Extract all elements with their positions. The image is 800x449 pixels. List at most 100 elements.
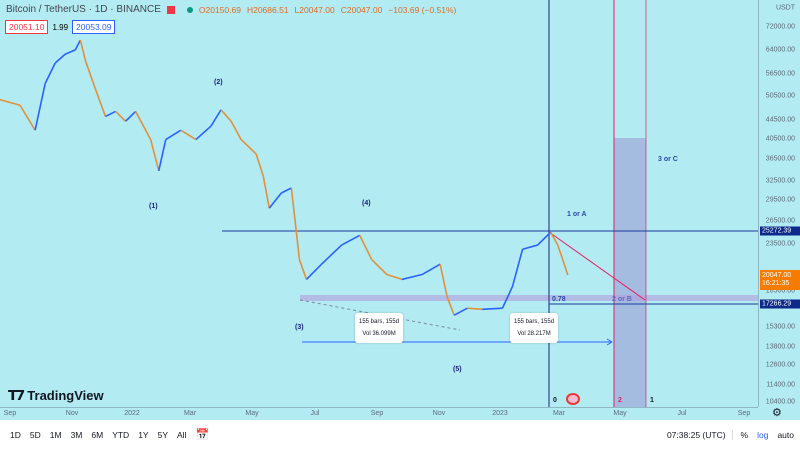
time-zone-box[interactable] [614, 138, 646, 407]
high-value: H20686.51 [246, 4, 289, 15]
price-segment [64, 49, 76, 55]
price-tick: 10400.00 [765, 398, 795, 406]
price-segment [401, 273, 423, 281]
wave-label[interactable]: (2) [214, 79, 223, 86]
wave-label[interactable]: (1) [149, 203, 158, 210]
wave-label[interactable]: 3 or C [658, 156, 678, 163]
price-segment [195, 125, 212, 141]
range-button-all[interactable]: All [177, 429, 187, 440]
price-segment [210, 109, 222, 127]
price-segment [262, 175, 271, 209]
price-segment [320, 244, 343, 265]
range-button-5y[interactable]: 5Y [157, 429, 168, 440]
log-toggle[interactable]: log [757, 429, 769, 440]
price-segment [561, 259, 569, 276]
range-button-1m[interactable]: 1M [49, 429, 62, 440]
zone-label: 0 [553, 397, 557, 404]
projection-line[interactable] [548, 231, 646, 301]
price-segment [290, 187, 301, 260]
time-axis[interactable]: Sep Nov 2022 Mar May Jul Sep Nov 2023 Mar May Jul Se… [0, 407, 758, 420]
close-value: C20047.00 [340, 4, 383, 15]
zone-label: 1 [650, 397, 654, 404]
price-axis[interactable]: USDT 72000.00 64000.00 56500.00 50500.00 445… [758, 0, 800, 407]
time-tick: Jul [677, 410, 687, 417]
range-info-box: 155 bars, 155d Vol 36.099M [355, 313, 404, 343]
wave-label[interactable]: 1 or A [567, 211, 587, 218]
price-tick: 64000.00 [765, 46, 795, 54]
price-segment [421, 263, 441, 276]
price-tick: 32500.00 [765, 177, 795, 185]
bar-countdown: 16:21:35 [762, 280, 790, 287]
price-segment [19, 104, 36, 131]
price-segment [341, 234, 361, 246]
price-segment [230, 120, 242, 140]
price-segment [94, 88, 107, 117]
flag-icon[interactable] [166, 5, 175, 14]
us-flag-event-icon[interactable] [566, 393, 580, 405]
price-tick: 23500.00 [765, 240, 795, 248]
tradingview-logo[interactable]: 𝗧𝟳 TradingView [8, 387, 104, 404]
price-segment [305, 263, 323, 280]
fib-band[interactable] [300, 295, 758, 301]
price-segment [180, 129, 197, 141]
time-tick: 2022 [124, 410, 140, 417]
time-tick: Sep [370, 410, 384, 417]
buy-button[interactable]: 20053.09 [72, 20, 116, 34]
range-volume: Vol 28.217M [517, 331, 551, 337]
percent-toggle[interactable]: % [731, 429, 748, 440]
time-tick: 2023 [492, 410, 508, 417]
price-segment [74, 39, 82, 51]
price-tick: 11400.00 [766, 381, 795, 389]
range-button-ytd[interactable]: YTD [112, 429, 130, 440]
calendar-icon[interactable]: 📅 [195, 429, 210, 441]
auto-toggle[interactable]: auto [777, 429, 794, 440]
tv-logo-icon: 𝗧𝟳 [8, 387, 25, 403]
time-tick: Sep [3, 410, 17, 417]
price-tick: 13800.00 [765, 343, 795, 351]
price-segment [149, 139, 160, 172]
wave-label[interactable]: (5) [453, 366, 462, 373]
price-tick: 18500.00 [765, 287, 795, 295]
price-segment [34, 83, 46, 131]
bottom-toolbar: 1D 5D 1M 3M 6M YTD 1Y 5Y All 📅 07:38:25 (UTC) % … [0, 420, 800, 449]
range-info-box: 155 bars, 155d Vol 28.217M [510, 313, 559, 343]
range-button-6m[interactable]: 6M [91, 429, 104, 440]
range-button-1y[interactable]: 1Y [138, 429, 149, 440]
price-segment [453, 307, 468, 316]
price-segment [371, 259, 388, 276]
price-plot[interactable] [0, 0, 758, 407]
settings-gear-icon[interactable]: ⚙ [772, 407, 782, 419]
last-price: 20047.00 [762, 272, 792, 279]
price-tick: 29500.00 [765, 196, 795, 204]
wave-label[interactable]: (4) [362, 200, 371, 207]
symbol-title[interactable]: Bitcoin / TetherUS · 1D · BINANCE [6, 4, 161, 15]
wave-label[interactable]: 2 or B [612, 296, 632, 303]
range-button-5d[interactable]: 5D [29, 429, 41, 440]
level-tag: 25272.39 [760, 226, 800, 236]
price-segment [165, 129, 182, 141]
price-segment [240, 139, 257, 155]
price-segment [556, 244, 564, 260]
clock[interactable]: 07:38:25 (UTC) [666, 429, 726, 440]
range-button-3m[interactable]: 3M [70, 429, 83, 440]
range-bars: 155 bars, 155d [514, 319, 555, 325]
spread-value: 1.99 [52, 22, 69, 32]
range-button-1d[interactable]: 1D [10, 429, 21, 440]
currency-selector[interactable]: USDT [775, 4, 795, 12]
price-segment [298, 259, 308, 280]
price-segment [549, 231, 559, 246]
price-segment [220, 109, 232, 122]
price-segment [84, 60, 97, 90]
time-tick: Nov [65, 410, 79, 417]
time-tick: Sep [737, 410, 751, 417]
low-value: L20047.00 [294, 4, 335, 15]
price-segment [467, 307, 483, 311]
price-segment [537, 231, 552, 246]
chart-area[interactable]: Bitcoin / TetherUS · 1D · BINANCE O20150… [0, 0, 800, 420]
sell-button[interactable]: 20051.10 [5, 20, 49, 34]
arrow-head-icon [606, 338, 613, 346]
change-value: −103.69 (−0.51%) [388, 4, 457, 15]
price-segment [386, 273, 403, 281]
price-segment [280, 187, 292, 194]
wave-label[interactable]: (3) [295, 324, 304, 331]
